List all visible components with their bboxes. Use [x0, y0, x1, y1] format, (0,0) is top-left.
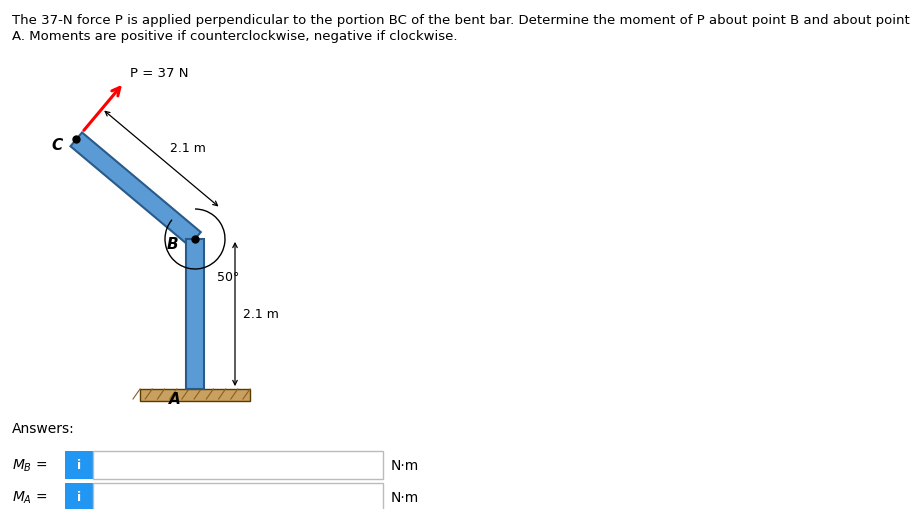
Text: i: i — [77, 491, 81, 503]
Bar — [140, 389, 250, 401]
Polygon shape — [186, 240, 204, 389]
Text: i: i — [77, 459, 81, 471]
Text: 50°: 50° — [217, 271, 239, 284]
Text: C: C — [51, 137, 63, 153]
Bar — [65, 483, 93, 509]
Text: B: B — [167, 237, 178, 252]
Text: $M_A$ =: $M_A$ = — [12, 489, 48, 505]
Text: Answers:: Answers: — [12, 421, 75, 435]
Polygon shape — [71, 133, 201, 246]
Text: N·m: N·m — [391, 458, 420, 472]
Text: 2.1 m: 2.1 m — [243, 308, 278, 321]
Text: N·m: N·m — [391, 490, 420, 504]
Bar — [93, 483, 383, 509]
Text: 2.1 m: 2.1 m — [170, 142, 206, 155]
Text: The 37-N force P is applied perpendicular to the portion BC of the bent bar. Det: The 37-N force P is applied perpendicula… — [12, 14, 910, 27]
Text: P = 37 N: P = 37 N — [130, 67, 189, 79]
Bar — [65, 451, 93, 479]
Bar — [93, 451, 383, 479]
Text: A: A — [169, 391, 181, 406]
Text: A. Moments are positive if counterclockwise, negative if clockwise.: A. Moments are positive if counterclockw… — [12, 30, 457, 43]
Text: $M_B$ =: $M_B$ = — [12, 457, 48, 473]
